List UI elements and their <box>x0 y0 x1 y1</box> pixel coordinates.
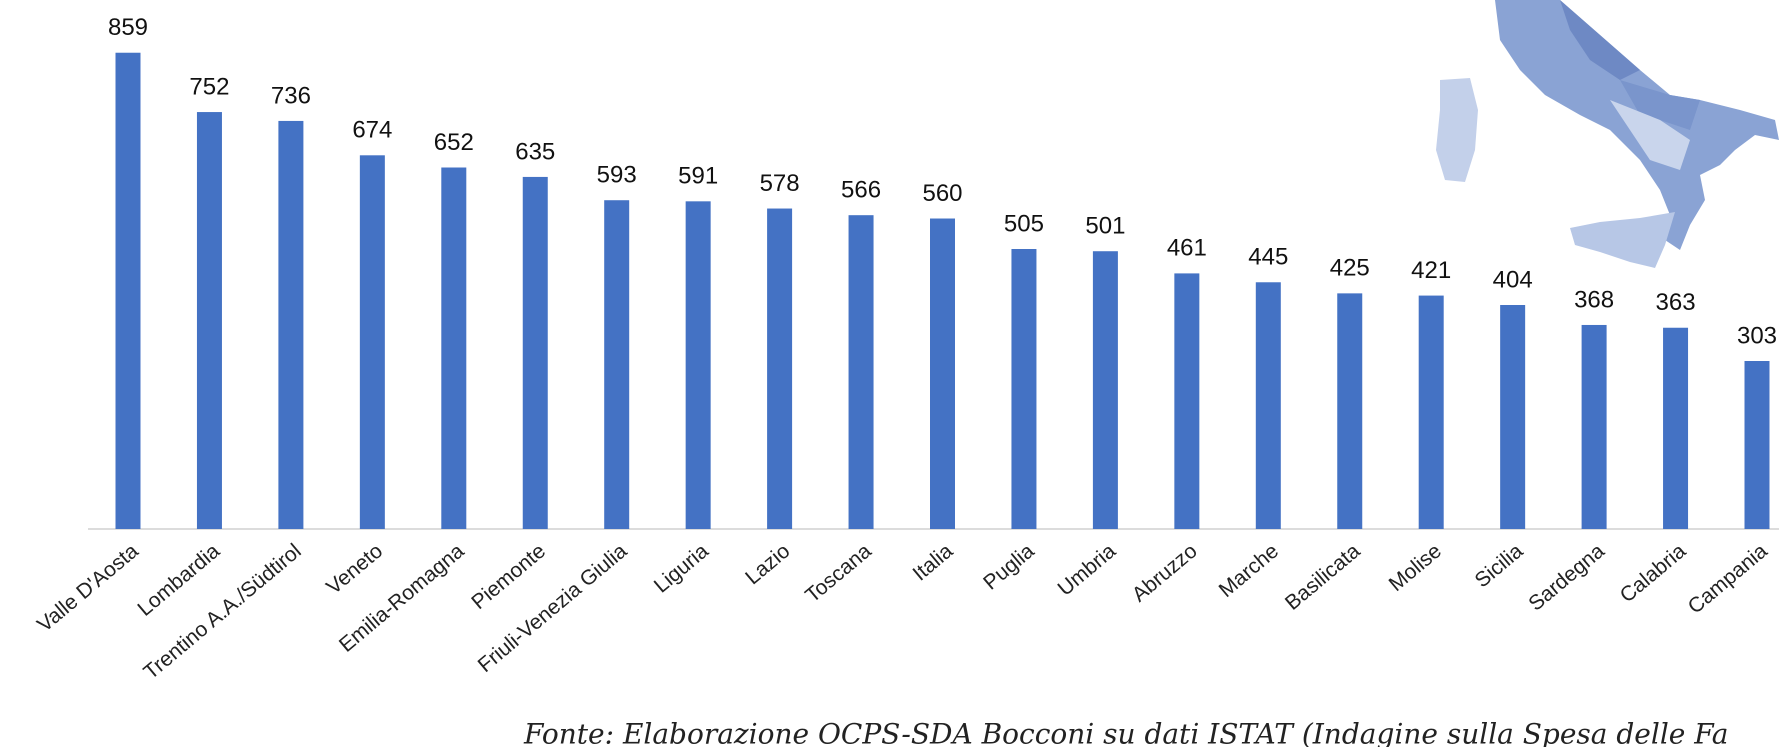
value-label: 566 <box>841 177 881 204</box>
bar <box>1744 361 1770 529</box>
x-tick-label: Molise <box>1385 539 1446 596</box>
x-tick-label: Marche <box>1215 539 1283 602</box>
map-sardegna <box>1436 78 1478 182</box>
bar <box>1174 273 1200 529</box>
x-tick-label: Abruzzo <box>1128 539 1202 606</box>
x-tick-label: Liguria <box>650 539 713 597</box>
value-label: 501 <box>1085 213 1125 240</box>
value-label: 505 <box>1004 210 1044 237</box>
bar <box>1663 327 1689 529</box>
bar <box>848 215 874 529</box>
bar <box>522 176 548 529</box>
bar <box>359 155 385 529</box>
bar <box>115 52 141 529</box>
bar <box>685 201 711 529</box>
map-region <box>1620 80 1700 130</box>
x-tick-label: Sardegna <box>1524 539 1609 615</box>
x-tick-label: Piemonte <box>467 539 550 614</box>
map-region <box>1610 100 1690 170</box>
map-region <box>1560 0 1640 80</box>
map-decoration <box>1436 0 1779 268</box>
x-tick-label: Sicilia <box>1471 539 1528 592</box>
map-sicilia <box>1570 212 1675 268</box>
value-label: 652 <box>434 129 474 156</box>
value-label: 303 <box>1737 322 1777 349</box>
value-label: 445 <box>1248 244 1288 271</box>
x-tick-label: Veneto <box>322 539 387 599</box>
x-tick-label: Campania <box>1684 539 1772 618</box>
bar <box>1255 282 1281 529</box>
x-tick-label: Toscana <box>801 539 876 607</box>
source-note: Fonte: Elaborazione OCPS-SDA Bocconi su … <box>523 718 1728 747</box>
value-label: 404 <box>1493 266 1533 293</box>
bar <box>196 112 222 530</box>
x-tick-label: Basilicata <box>1281 539 1365 615</box>
value-label: 560 <box>922 180 962 207</box>
bar <box>1337 293 1363 529</box>
x-tick-label: Valle D'Aosta <box>33 539 143 636</box>
bar <box>1011 249 1037 529</box>
x-tick-label: Trentino A.A./Südtirol <box>139 539 305 684</box>
bar <box>604 200 630 529</box>
bar <box>767 208 793 529</box>
bar <box>1500 305 1526 529</box>
value-label: 591 <box>678 163 718 190</box>
value-label: 363 <box>1656 289 1696 316</box>
x-tick-label: Lazio <box>741 539 794 589</box>
x-tick-label: Italia <box>909 539 958 585</box>
x-tick-label: Friuli-Venezia Giulia <box>474 539 632 677</box>
value-label: 593 <box>597 162 637 189</box>
x-tick-label: Umbria <box>1054 539 1121 600</box>
bar <box>1092 251 1118 529</box>
value-label: 461 <box>1167 235 1207 262</box>
x-tick-label: Calabria <box>1616 539 1691 607</box>
bar <box>278 120 304 529</box>
value-label: 635 <box>515 138 555 165</box>
value-label: 859 <box>108 14 148 41</box>
value-label: 736 <box>271 82 311 109</box>
value-label: 674 <box>352 117 392 144</box>
value-label: 425 <box>1330 255 1370 282</box>
bar <box>441 167 467 529</box>
bar <box>1581 324 1607 529</box>
bar <box>930 218 955 529</box>
x-tick-label: Puglia <box>979 539 1039 594</box>
value-label: 421 <box>1411 257 1451 284</box>
value-label: 368 <box>1574 286 1614 313</box>
bar <box>1418 295 1444 529</box>
value-label: 752 <box>189 73 229 100</box>
value-label: 578 <box>760 170 800 197</box>
